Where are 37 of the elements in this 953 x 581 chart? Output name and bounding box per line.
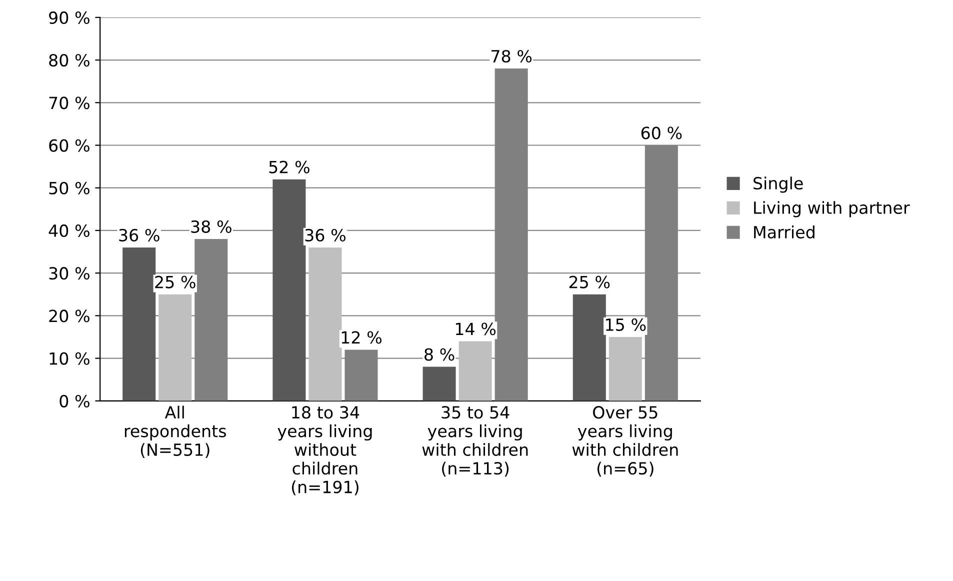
bar	[272, 179, 306, 401]
y-tick-label: 20 %	[49, 310, 90, 322]
data-label: 14 %	[456, 322, 496, 336]
bar	[608, 336, 642, 401]
bar	[308, 248, 342, 401]
y-tick-label: 10 %	[50, 352, 90, 365]
bar	[458, 341, 492, 401]
data-label: 60 %	[641, 126, 682, 140]
y-tick-label: 70 %	[49, 96, 90, 110]
y-tick-label: 80 %	[49, 54, 90, 67]
y-tick-label: 0 %	[60, 394, 90, 408]
bar	[572, 294, 606, 401]
bar	[422, 366, 456, 401]
data-label: 36 %	[305, 228, 346, 242]
bar	[158, 294, 192, 401]
x-tick-label: 18 to 34 years living without children (n=191)	[278, 406, 372, 496]
legend-label: Living with partner	[754, 201, 910, 218]
data-label: 25 %	[155, 276, 196, 288]
data-label: 36 %	[119, 228, 160, 242]
x-tick-label: 35 to 54 years living with children (n=113)	[422, 406, 528, 477]
data-label: 25 %	[569, 276, 610, 288]
x-tick-label: All respondents (N=551)	[124, 406, 226, 458]
data-label: 15 %	[606, 318, 646, 331]
y-tick-label: 90 %	[49, 11, 90, 24]
data-label: 12 %	[342, 331, 382, 344]
bar	[122, 248, 156, 401]
y-tick-label: 30 %	[49, 267, 90, 280]
legend-label: Married	[754, 226, 814, 238]
legend-label: Single	[754, 176, 803, 193]
y-tick-label: 60 %	[49, 139, 90, 152]
data-label: 78 %	[492, 50, 532, 63]
y-tick-label: 40 %	[48, 224, 90, 238]
y-tick-label: 50 %	[49, 182, 90, 194]
data-label: 52 %	[269, 160, 310, 174]
data-label: 8 %	[424, 348, 454, 361]
x-tick-label: Over 55 years living with children (n=65)	[572, 406, 678, 477]
data-label: 38 %	[191, 220, 232, 233]
